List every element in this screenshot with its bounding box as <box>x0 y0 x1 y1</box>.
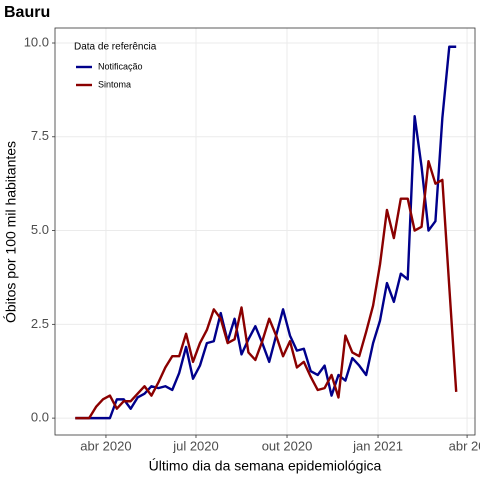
y-tick-label: 5.0 <box>31 222 49 237</box>
x-tick-label: abr 2020 <box>80 438 131 453</box>
axes: 0.0 2.5 5.0 7.5 10.0 abr 2020 jul 2020 out 2020… <box>24 34 480 453</box>
x-tick-label: jul 2020 <box>172 438 219 453</box>
panel <box>55 28 475 435</box>
legend-label: Sintoma <box>98 79 131 89</box>
legend: Data de referência Notificação Sintoma <box>74 42 157 90</box>
x-tick-label: abr 20 <box>449 438 480 453</box>
series-line <box>75 45 457 420</box>
series-line <box>75 159 458 420</box>
legend-label: Notificação <box>98 61 143 71</box>
grid <box>55 28 475 435</box>
y-tick-label: 10.0 <box>24 34 49 49</box>
panel-border <box>54 27 476 436</box>
legend-title: Data de referência <box>74 42 157 53</box>
y-tick-label: 2.5 <box>31 316 49 331</box>
y-tick-label: 7.5 <box>31 128 49 143</box>
x-axis-title: Último dia da semana epidemiológica <box>149 458 382 474</box>
y-tick-label: 0.0 <box>31 410 49 425</box>
x-tick-label: out 2020 <box>262 438 313 453</box>
y-axis-title: Óbitos por 100 mil habitantes <box>3 141 19 323</box>
x-tick-label: jan 2021 <box>352 438 403 453</box>
lines <box>75 45 458 420</box>
chart-title: Bauru <box>4 4 50 21</box>
